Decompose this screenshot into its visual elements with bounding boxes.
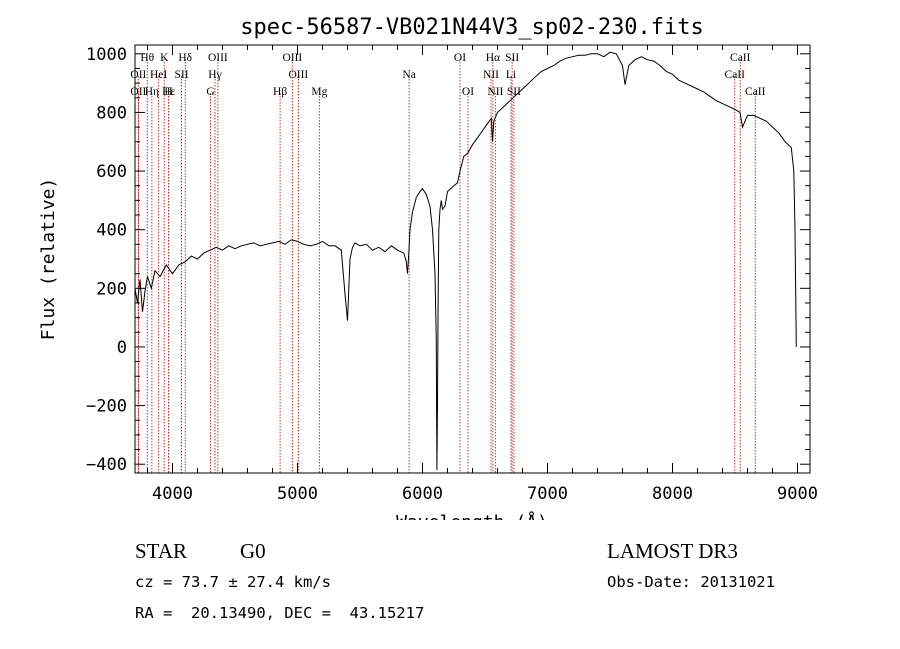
line-label-20: Hη (145, 86, 159, 98)
x-tick-label-2: 6000 (402, 484, 443, 504)
line-label-21: H (164, 86, 172, 98)
line-label-22: G (206, 86, 214, 98)
line-label-26: NII (487, 86, 503, 98)
line-label-7: SII (505, 52, 519, 64)
x-tick-label-0: 4000 (152, 484, 193, 504)
line-label-4: OIII (282, 52, 302, 64)
y-axis-label: Flux (relative) (38, 178, 59, 341)
object-class: STAR (135, 539, 187, 563)
line-label-8: CaII (730, 52, 751, 64)
line-label-19: Hε (162, 86, 175, 98)
y-tick-label-2: 0 (117, 338, 127, 358)
spectral-line-markers: Hθ K Hδ OIII OIII OI Hα SII CaII OII HeI SII Hγ OIII N… (130, 52, 766, 473)
line-label-0: Hθ (140, 52, 154, 64)
x-axis-label: Wavelength (Å) (396, 511, 548, 520)
line-label-5: OI (454, 52, 466, 64)
line-label-10: HeI (150, 69, 167, 81)
x-tick-label-1: 5000 (277, 484, 318, 504)
y-tick-label-5: 600 (96, 162, 127, 182)
y-tick-label-7: 1000 (86, 45, 127, 65)
axis-ticks: 4000 5000 6000 7000 8000 9000 −400 −200 0 200 400 6… (86, 45, 818, 504)
line-label-17: CaII (725, 69, 746, 81)
line-label-12: Hγ (208, 69, 221, 81)
line-label-9: OII (130, 69, 146, 81)
coordinates: RA = 20.13490, DEC = 43.15217 (135, 604, 425, 622)
series-line-0 (134, 51, 797, 471)
spectrum-series (134, 51, 797, 471)
survey-name: LAMOST DR3 (607, 539, 738, 563)
y-tick-label-4: 400 (96, 221, 127, 241)
line-label-1: K (160, 52, 169, 64)
line-label-6: Hα (486, 52, 500, 64)
x-tick-label-5: 9000 (777, 484, 818, 504)
line-label-14: Na (402, 69, 415, 81)
object-subclass: G0 (240, 539, 266, 563)
line-label-23: Hβ (273, 86, 287, 98)
obs-date: Obs-Date: 20131021 (607, 573, 775, 591)
y-tick-label-1: −200 (86, 397, 127, 417)
plot-frame (134, 44, 811, 474)
y-tick-label-3: 200 (96, 279, 127, 299)
line-label-15: NII (483, 69, 499, 81)
line-label-16: Li (506, 69, 516, 81)
line-label-28: CaII (745, 86, 766, 98)
line-label-13: OIII (288, 69, 308, 81)
line-label-24: Mg (311, 86, 327, 98)
redshift-readout: cz = 73.7 ± 27.4 km/s (135, 573, 331, 591)
spectrum-chart: spec-56587-VB021N44V3_sp02-230.fits Hθ K H… (38, 15, 818, 520)
line-label-25: OI (462, 86, 474, 98)
x-tick-label-4: 8000 (652, 484, 693, 504)
line-label-18: OII (130, 86, 146, 98)
y-tick-label-0: −400 (86, 455, 127, 475)
line-label-3: OIII (208, 52, 228, 64)
x-tick-label-3: 7000 (527, 484, 568, 504)
line-label-27: SII (507, 86, 521, 98)
line-label-11: SII (174, 69, 188, 81)
line-label-2: Hδ (178, 52, 192, 64)
chart-title: spec-56587-VB021N44V3_sp02-230.fits (240, 15, 704, 40)
y-tick-label-6: 800 (96, 103, 127, 123)
